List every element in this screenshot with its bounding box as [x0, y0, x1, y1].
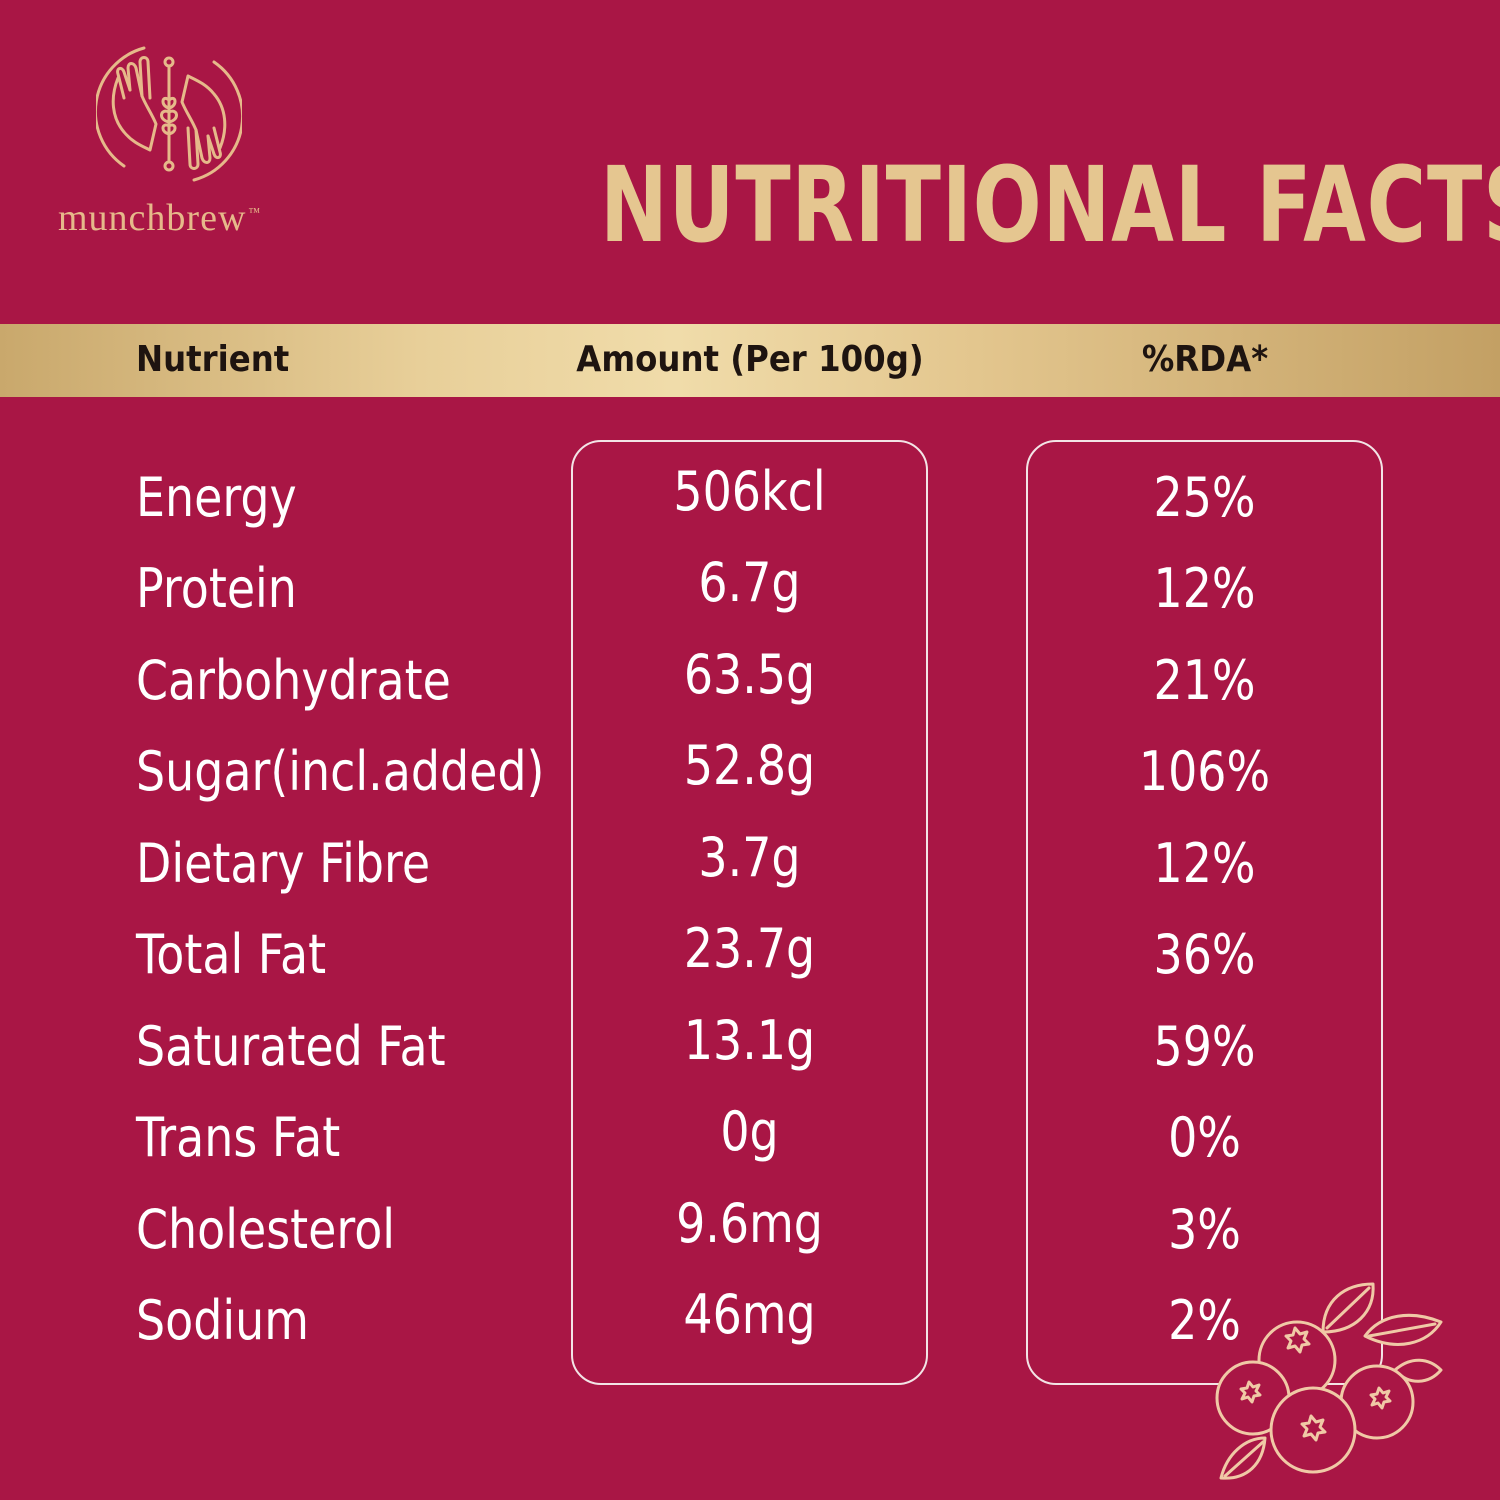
nutrient-name: Carbohydrate — [136, 649, 451, 712]
brand-name: munchbrew ™ — [58, 197, 262, 239]
table-row: Trans Fat 0g 0% — [0, 1092, 1500, 1184]
cranberry-illustration-icon — [1215, 1282, 1443, 1480]
nutrient-name: Sodium — [136, 1289, 309, 1352]
nutrient-amount: 46mg — [683, 1283, 816, 1346]
nutrient-rda: 3% — [1168, 1198, 1241, 1261]
nutrient-rda: 36% — [1153, 923, 1256, 986]
nutrient-rda: 21% — [1153, 649, 1256, 712]
nutrient-rda: 106% — [1138, 740, 1271, 803]
nutrient-name: Total Fat — [136, 923, 327, 986]
nutrient-rda: 25% — [1153, 466, 1256, 529]
table-header-band — [0, 324, 1500, 397]
table-row: Total Fat 23.7g 36% — [0, 909, 1500, 1001]
nutrient-rda: 12% — [1153, 557, 1256, 620]
nutrient-rda: 2% — [1168, 1289, 1241, 1352]
nutrient-amount: 13.1g — [683, 1009, 816, 1072]
nutrient-name: Sugar(incl.added) — [136, 740, 545, 803]
header-rda: %RDA* — [1141, 339, 1269, 380]
header-nutrient: Nutrient — [136, 339, 290, 380]
table-row: Sugar(incl.added) 52.8g 106% — [0, 726, 1500, 818]
nutrient-amount: 52.8g — [683, 734, 816, 797]
nutrient-amount: 9.6mg — [676, 1192, 823, 1255]
nutrient-name: Cholesterol — [136, 1198, 396, 1261]
table-row: Sodium 46mg 2% — [0, 1275, 1500, 1367]
nutrient-name: Energy — [136, 466, 297, 529]
nutrient-name: Dietary Fibre — [136, 832, 431, 895]
nutrient-amount: 23.7g — [683, 917, 816, 980]
nutrient-rda: 0% — [1168, 1106, 1241, 1169]
nutrient-amount: 506kcl — [673, 460, 826, 523]
nutrient-rda: 12% — [1153, 832, 1256, 895]
table-row: Dietary Fibre 3.7g 12% — [0, 818, 1500, 910]
rda-column-frame — [1026, 440, 1383, 1385]
table-row: Saturated Fat 13.1g 59% — [0, 1001, 1500, 1093]
table-row: Energy 506kcl 25% — [0, 452, 1500, 544]
nutrient-name: Protein — [136, 557, 297, 620]
nutrient-rda: 59% — [1153, 1015, 1256, 1078]
table-row: Carbohydrate 63.5g 21% — [0, 635, 1500, 727]
page-title: NUTRITIONAL FACTS — [600, 144, 1500, 266]
nutrient-name: Trans Fat — [136, 1106, 341, 1169]
header-amount: Amount (Per 100g) — [576, 339, 924, 380]
nutrient-amount: 0g — [720, 1100, 779, 1163]
nutrient-amount: 3.7g — [698, 826, 801, 889]
amount-column-frame — [571, 440, 928, 1385]
table-row: Cholesterol 9.6mg 3% — [0, 1184, 1500, 1276]
nutrient-amount: 63.5g — [683, 643, 816, 706]
table-row: Protein 6.7g 12% — [0, 543, 1500, 635]
nutrient-name: Saturated Fat — [136, 1015, 446, 1078]
munchbrew-logo-icon — [96, 46, 242, 182]
nutrient-amount: 6.7g — [698, 551, 801, 614]
